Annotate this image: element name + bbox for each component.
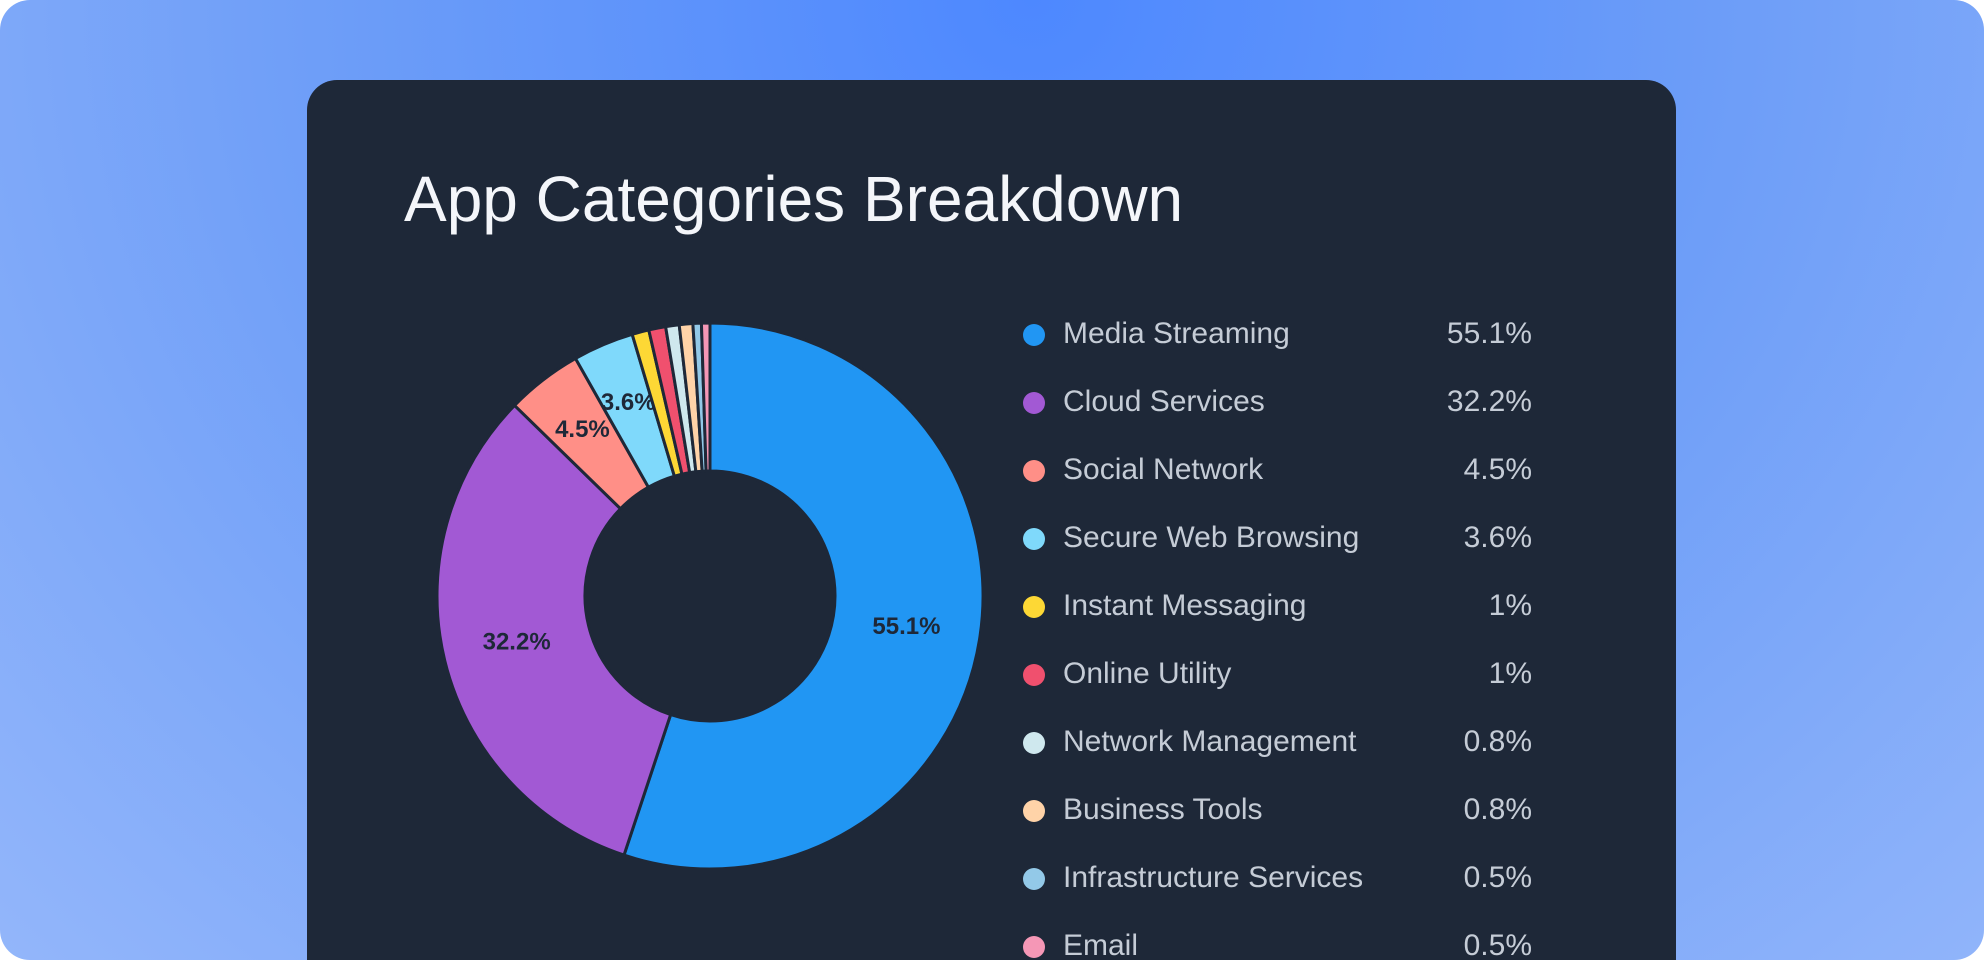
legend-value: 1% xyxy=(1489,657,1532,690)
legend-label: Online Utility xyxy=(1063,657,1231,690)
legend-label: Network Management xyxy=(1063,725,1357,758)
legend-value: 32.2% xyxy=(1447,385,1532,418)
slice-label: 3.6% xyxy=(601,389,656,416)
legend-label: Instant Messaging xyxy=(1063,589,1306,622)
legend-label: Email xyxy=(1063,929,1138,960)
legend-label: Cloud Services xyxy=(1063,385,1265,418)
slice-label: 32.2% xyxy=(483,628,551,655)
legend-value: 3.6% xyxy=(1464,521,1532,554)
legend-label: Media Streaming xyxy=(1063,317,1290,350)
legend-value: 0.8% xyxy=(1464,793,1532,826)
legend-label: Business Tools xyxy=(1063,793,1263,826)
legend-swatch xyxy=(1023,324,1045,346)
legend-value: 55.1% xyxy=(1447,317,1532,350)
legend-swatch xyxy=(1023,664,1045,686)
legend-swatch xyxy=(1023,392,1045,414)
legend-swatch xyxy=(1023,596,1045,618)
legend-value: 1% xyxy=(1489,589,1532,622)
legend-swatch xyxy=(1023,460,1045,482)
legend-value: 4.5% xyxy=(1464,453,1532,486)
legend-swatch xyxy=(1023,800,1045,822)
chart-title: App Categories Breakdown xyxy=(404,163,1183,235)
slice xyxy=(699,321,712,473)
legend-swatch xyxy=(1023,528,1045,550)
slice xyxy=(435,403,673,858)
legend-value: 0.5% xyxy=(1464,929,1532,960)
legend-swatch xyxy=(1023,868,1045,890)
slice-label: 55.1% xyxy=(872,613,940,640)
legend-value: 0.5% xyxy=(1464,861,1532,894)
legend-label: Social Network xyxy=(1063,453,1264,486)
slice-label: 4.5% xyxy=(555,416,610,443)
legend-swatch xyxy=(1023,936,1045,958)
legend-swatch xyxy=(1023,732,1045,754)
legend-label: Secure Web Browsing xyxy=(1063,521,1359,554)
legend-label: Infrastructure Services xyxy=(1063,861,1363,894)
legend-value: 0.8% xyxy=(1464,725,1532,758)
slice xyxy=(622,321,985,871)
